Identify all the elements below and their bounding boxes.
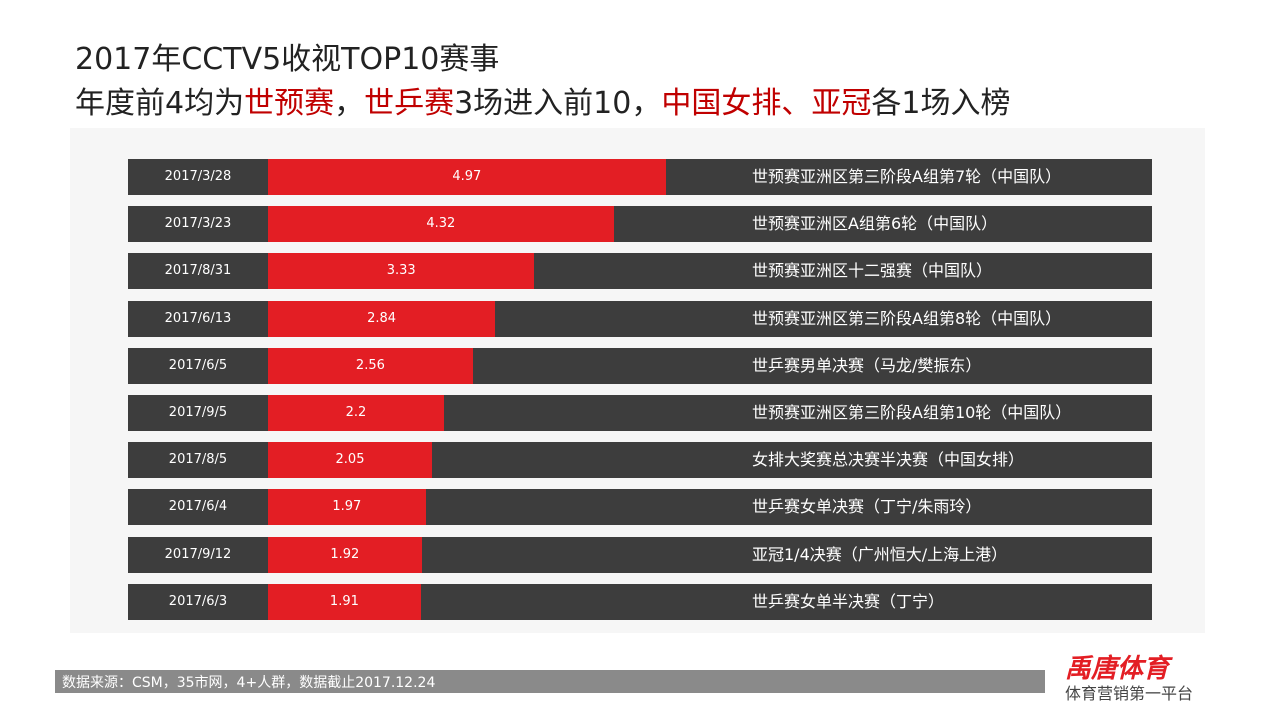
date-label: 2017/6/4: [168, 499, 228, 515]
logo: 禹唐体育: [1065, 654, 1170, 684]
date-label: 2017/3/28: [164, 169, 232, 184]
title: 2017年CCTV5收视TOP10赛事: [75, 42, 500, 77]
event-label: 世乒赛女单决赛（丁宁/朱雨玲）: [752, 497, 982, 517]
bar: [268, 300, 496, 337]
date-label: 2017/8/31: [164, 263, 232, 279]
bar: [268, 536, 422, 573]
bar-track: 2017/9/5 2.2 世预赛亚洲区第三阶段A组第10轮（中国队）: [128, 395, 1152, 431]
value-label: 4.32: [426, 216, 456, 232]
value-label: 2.56: [355, 357, 385, 373]
bar: [268, 489, 426, 526]
value-label: 2.84: [367, 310, 397, 326]
date-label: 2017/6/3: [168, 593, 228, 609]
subtitle-part: 中国女排、亚冠: [661, 86, 872, 121]
date-label: 2017/3/23: [164, 216, 232, 232]
slogan: 体育营销第一平台: [1065, 684, 1194, 703]
subtitle-part: 世预赛: [244, 86, 335, 121]
bar-track: 2017/6/3 1.91 世乒赛女单半决赛（丁宁）: [128, 583, 1152, 620]
event-label: 世预赛亚洲区A组第6轮（中国队）: [752, 214, 998, 234]
event-label: 世预赛亚洲区第三阶段A组第7轮（中国队）: [752, 167, 1062, 186]
bar: [268, 347, 473, 384]
subtitle-part: 世乒赛: [364, 86, 455, 121]
subtitle-part: ，: [334, 86, 365, 121]
bar-track: 2017/6/4 1.97 世乒赛女单决赛（丁宁/朱雨玲）: [128, 489, 1152, 526]
event-label: 世预赛亚洲区十二强赛（中国队）: [752, 261, 993, 281]
bar: [268, 395, 444, 431]
bar: [268, 583, 421, 620]
subtitle-part: 各1场入榜: [871, 86, 1011, 121]
bar-track: 2017/3/23 4.32 世预赛亚洲区A组第6轮（中国队）: [128, 206, 1152, 243]
bar-track: 2017/9/12 1.92 亚冠1/4决赛（广州恒大/上海上港）: [128, 536, 1152, 573]
subtitle-part: 3场进入前10，: [454, 86, 662, 121]
bar-track: 2017/8/5 2.05 女排大奖赛总决赛半决赛（中国女排）: [128, 442, 1152, 479]
subtitle-part: 年度前4均为: [75, 86, 245, 121]
bar: [268, 442, 432, 479]
event-label: 女排大奖赛总决赛半决赛（中国女排）: [752, 450, 1025, 470]
date-label: 2017/9/12: [164, 546, 232, 562]
event-label: 世预赛亚洲区第三阶段A组第10轮（中国队）: [752, 403, 1072, 422]
event-label: 世预赛亚洲区第三阶段A组第8轮（中国队）: [752, 308, 1062, 328]
bar-track: 2017/3/28 4.97 世预赛亚洲区第三阶段A组第7轮（中国队）: [128, 159, 1152, 195]
bar-track: 2017/8/31 3.33 世预赛亚洲区十二强赛（中国队）: [128, 253, 1152, 290]
value-label: 2.2: [345, 405, 367, 420]
value-label: 1.97: [332, 499, 362, 515]
date-label: 2017/8/5: [168, 452, 228, 468]
footer-bar: [55, 670, 1045, 693]
date-label: 2017/6/5: [168, 357, 228, 373]
subtitle: 年度前4均为世预赛，世乒赛3场进入前10，中国女排、亚冠各1场入榜: [75, 78, 1010, 122]
source-note: 数据来源：CSM，35市网，4+人群，数据截止2017.12.24: [62, 675, 436, 691]
date-label: 2017/6/13: [164, 310, 232, 326]
bar: [268, 253, 535, 290]
value-label: 3.33: [386, 263, 416, 279]
bar: [268, 206, 614, 243]
bar: [268, 159, 666, 195]
bar-track: 2017/6/13 2.84 世预赛亚洲区第三阶段A组第8轮（中国队）: [128, 300, 1152, 337]
value-label: 2.05: [335, 452, 365, 468]
value-label: 4.97: [452, 169, 482, 184]
value-label: 1.92: [330, 546, 360, 562]
event-label: 亚冠1/4决赛（广州恒大/上海上港）: [752, 544, 1008, 564]
event-label: 世乒赛女单半决赛（丁宁）: [752, 591, 945, 611]
value-label: 1.91: [329, 593, 359, 609]
date-label: 2017/9/5: [168, 405, 228, 420]
event-label: 世乒赛男单决赛（马龙/樊振东）: [752, 355, 982, 375]
bar-track: 2017/6/5 2.56 世乒赛男单决赛（马龙/樊振东）: [128, 347, 1152, 384]
